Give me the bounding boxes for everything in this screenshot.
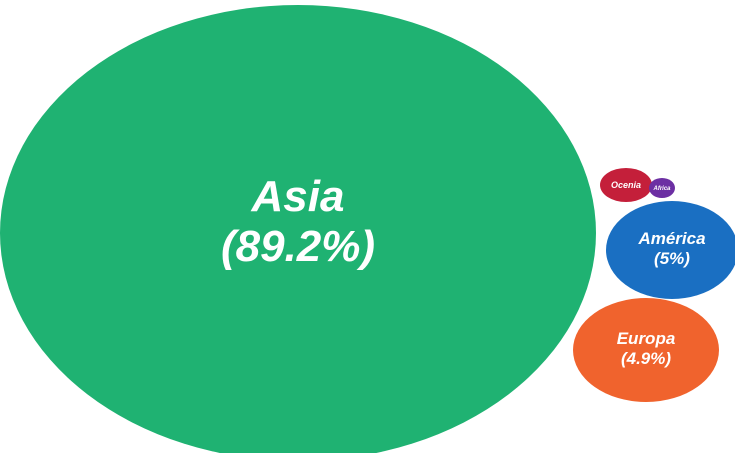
bubble-ocenia: Ocenia: [600, 168, 652, 202]
bubble-africa-circle: [649, 178, 675, 198]
bubble-asia-value-label: (89.2%): [221, 222, 375, 271]
bubble-ocenia-circle: [600, 168, 652, 202]
bubble-africa-name-label: Africa: [652, 186, 671, 192]
bubble-asia-name-label: Asia: [251, 172, 345, 221]
bubble-europa-name-label: Europa: [617, 329, 676, 348]
bubble-europa: Europa(4.9%): [573, 298, 719, 402]
bubble-america-circle: [606, 201, 735, 299]
bubble-europa-value-label: (4.9%): [621, 349, 671, 368]
bubble-asia: Asia(89.2%): [0, 5, 596, 453]
bubble-europa-circle: [573, 298, 719, 402]
bubble-ocenia-name-label: Ocenia: [611, 180, 641, 190]
bubble-america-value-label: (5%): [654, 249, 690, 268]
bubble-africa: Africa: [649, 178, 675, 198]
bubble-america-name-label: América: [637, 229, 705, 248]
bubble-asia-circle: [0, 5, 596, 453]
bubble-america: América(5%): [606, 201, 735, 299]
